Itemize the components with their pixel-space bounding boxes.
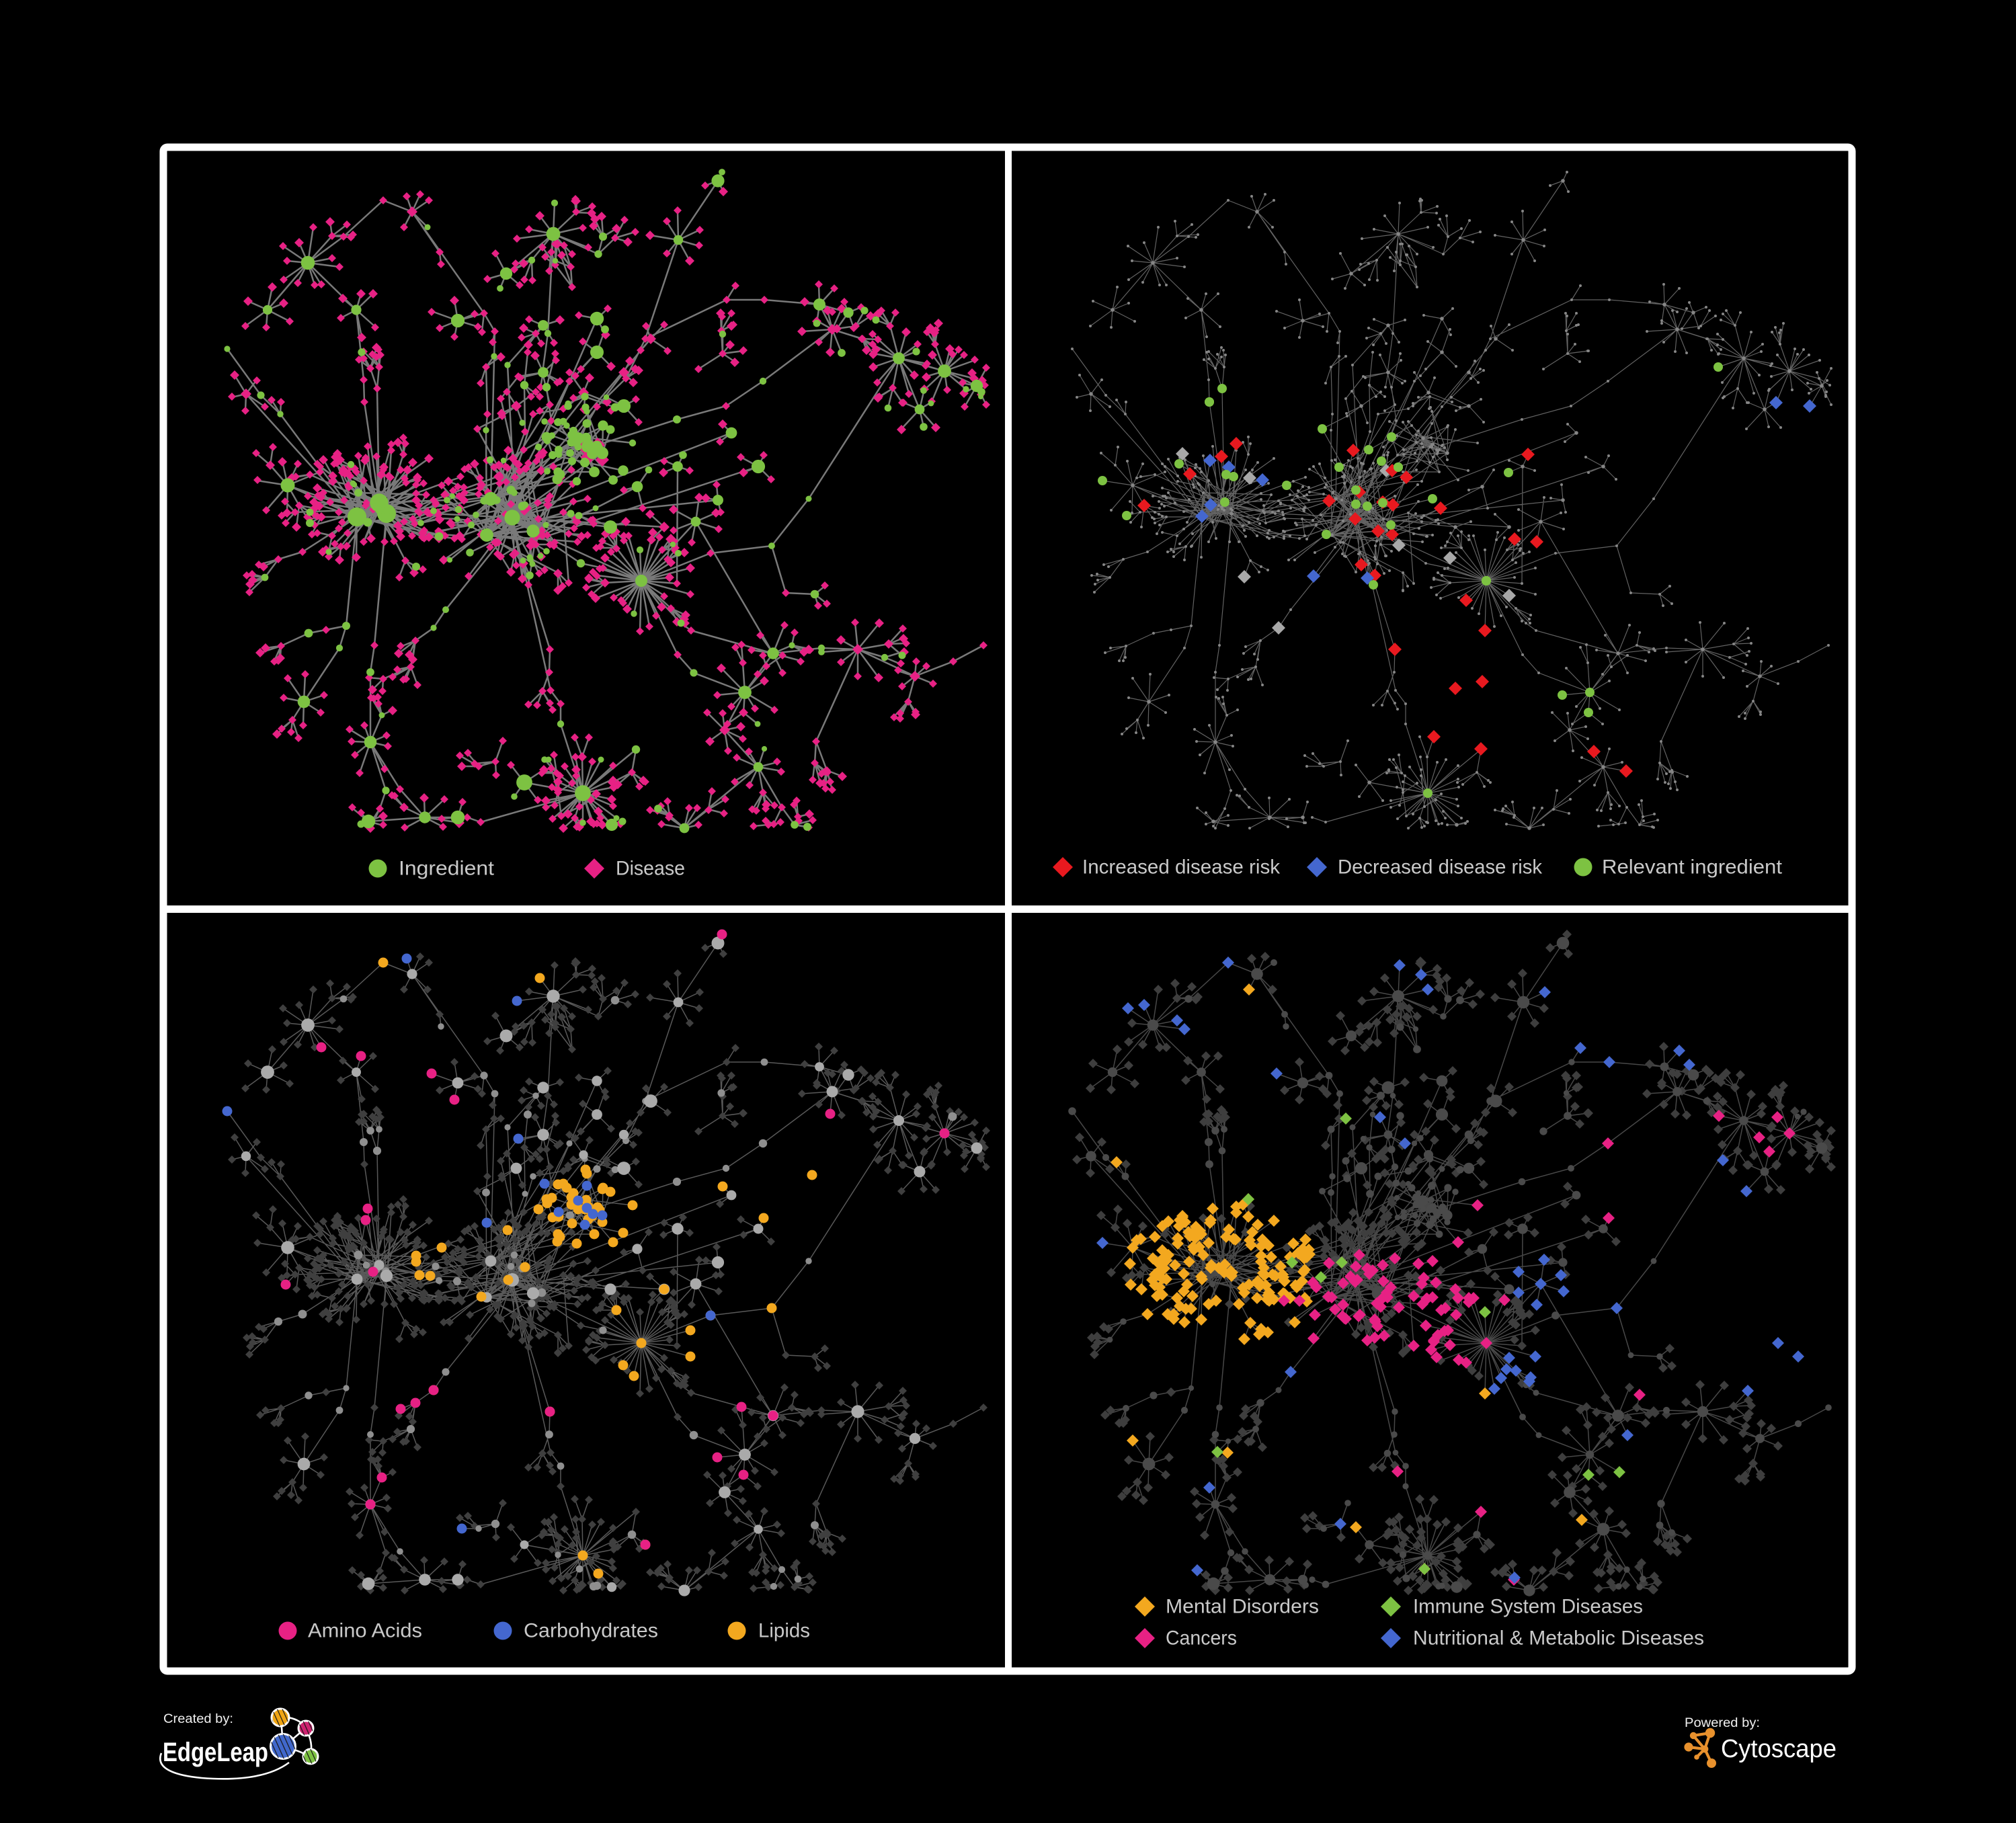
svg-text:Cytoscape: Cytoscape [1721, 1735, 1837, 1763]
svg-text:Created by:: Created by: [163, 1712, 233, 1726]
svg-text:Ingredient: Ingredient [399, 858, 495, 880]
svg-text:Relevant ingredient: Relevant ingredient [1602, 856, 1783, 879]
svg-text:Cancers: Cancers [1166, 1627, 1237, 1650]
svg-text:Amino Acids: Amino Acids [308, 1620, 422, 1642]
svg-text:Mental Disorders: Mental Disorders [1166, 1596, 1319, 1618]
svg-text:Immune System Diseases: Immune System Diseases [1413, 1596, 1643, 1618]
svg-text:Nutritional & Metabolic Diseas: Nutritional & Metabolic Diseases [1413, 1627, 1704, 1650]
svg-text:Decreased disease risk: Decreased disease risk [1338, 856, 1543, 879]
svg-text:Disease: Disease [616, 858, 685, 880]
svg-text:Powered by:: Powered by: [1685, 1716, 1760, 1730]
svg-text:Lipids: Lipids [758, 1620, 810, 1642]
svg-text:EdgeLeap: EdgeLeap [163, 1738, 268, 1767]
svg-text:Carbohydrates: Carbohydrates [524, 1620, 658, 1642]
svg-text:Increased disease risk: Increased disease risk [1082, 856, 1281, 879]
